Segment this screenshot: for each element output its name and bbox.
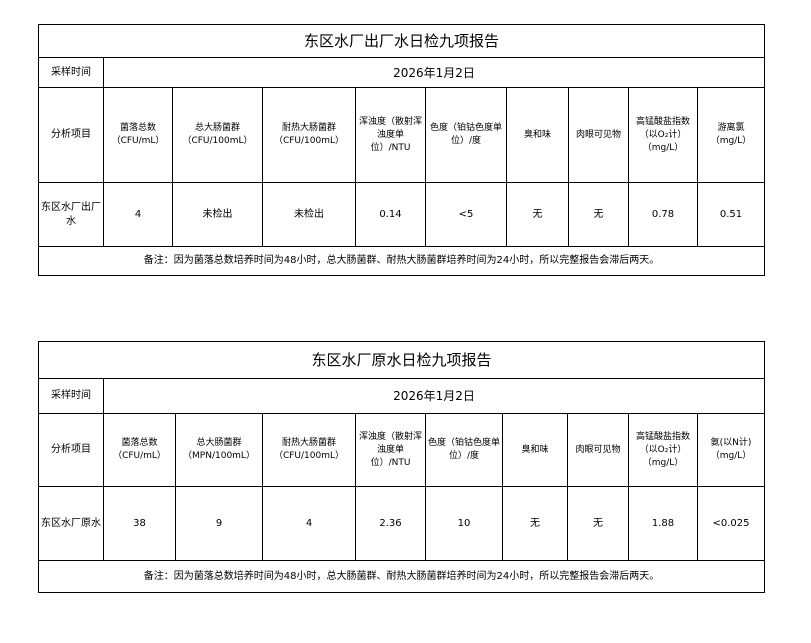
result-cell: 4 [103,182,173,247]
column-header: 菌落总数（CFU/mL） [103,413,176,487]
result-cell: 1.88 [628,486,698,561]
result-cell: <0.025 [696,486,766,561]
column-header: 浑浊度（散射浑浊度单位）/NTU [355,87,426,183]
result-cell: 未检出 [172,182,263,247]
column-header: 臭和味 [502,413,568,487]
sample-date: 2026年1月2日 [102,57,766,88]
sample-date: 2026年1月2日 [102,378,766,414]
column-header: 游离氯（mg/L） [696,87,766,183]
result-cell: 9 [175,486,263,561]
sample-time-label: 采样时间 [38,57,104,88]
column-header: 耐热大肠菌群（CFU/100mL） [262,413,356,487]
result-cell: 0.14 [355,182,426,247]
row-label: 东区水厂原水 [38,486,104,561]
result-cell: 无 [567,486,629,561]
sample-time-label: 采样时间 [38,378,104,414]
report-note: 备注：因为菌落总数培养时间为48小时，总大肠菌群、耐热大肠菌群培养时间为24小时… [37,560,766,593]
result-cell: 未检出 [262,182,356,247]
report-title: 东区水厂出厂水日检九项报告 [37,24,766,58]
report-table: 东区水厂原水日检九项报告 采样时间 2026年1月2日 分析项目 菌落总数（CFU/mL… [37,341,766,593]
result-cell: 0.78 [628,182,698,247]
column-header: 色度（铂钴色度单位）/度 [425,87,507,183]
result-cell: 2.36 [355,486,426,561]
result-cell: <5 [425,182,507,247]
analysis-label: 分析项目 [38,87,104,183]
column-header: 肉眼可见物 [568,87,629,183]
column-header: 高锰酸盐指数（以O₂计）（mg/L） [628,87,698,183]
column-header: 高锰酸盐指数（以O₂计）（mg/L） [628,413,698,487]
column-header: 菌落总数（CFU/mL） [103,87,173,183]
row-label: 东区水厂出厂水 [38,182,104,247]
column-header: 总大肠菌群（MPN/100mL） [175,413,263,487]
column-header: 氨(以N计)（mg/L） [696,413,766,487]
column-header: 色度（铂钴色度单位）/度 [425,413,503,487]
report-note: 备注：因为菌落总数培养时间为48小时，总大肠菌群、耐热大肠菌群培养时间为24小时… [37,246,766,276]
column-header: 总大肠菌群（CFU/100mL） [172,87,263,183]
analysis-label: 分析项目 [38,413,104,487]
column-header: 肉眼可见物 [567,413,629,487]
result-cell: 无 [506,182,569,247]
column-header: 浑浊度（散射浑浊度单位）/NTU [355,413,426,487]
report-table: 东区水厂出厂水日检九项报告 采样时间 2026年1月2日 分析项目 菌落总数（CFU/m… [37,24,766,276]
result-cell: 38 [103,486,176,561]
result-cell: 无 [568,182,629,247]
column-header: 臭和味 [506,87,569,183]
column-header: 耐热大肠菌群（CFU/100mL） [262,87,356,183]
result-cell: 无 [502,486,568,561]
result-cell: 10 [425,486,503,561]
result-cell: 0.51 [696,182,766,247]
report-title: 东区水厂原水日检九项报告 [37,341,766,379]
result-cell: 4 [262,486,356,561]
